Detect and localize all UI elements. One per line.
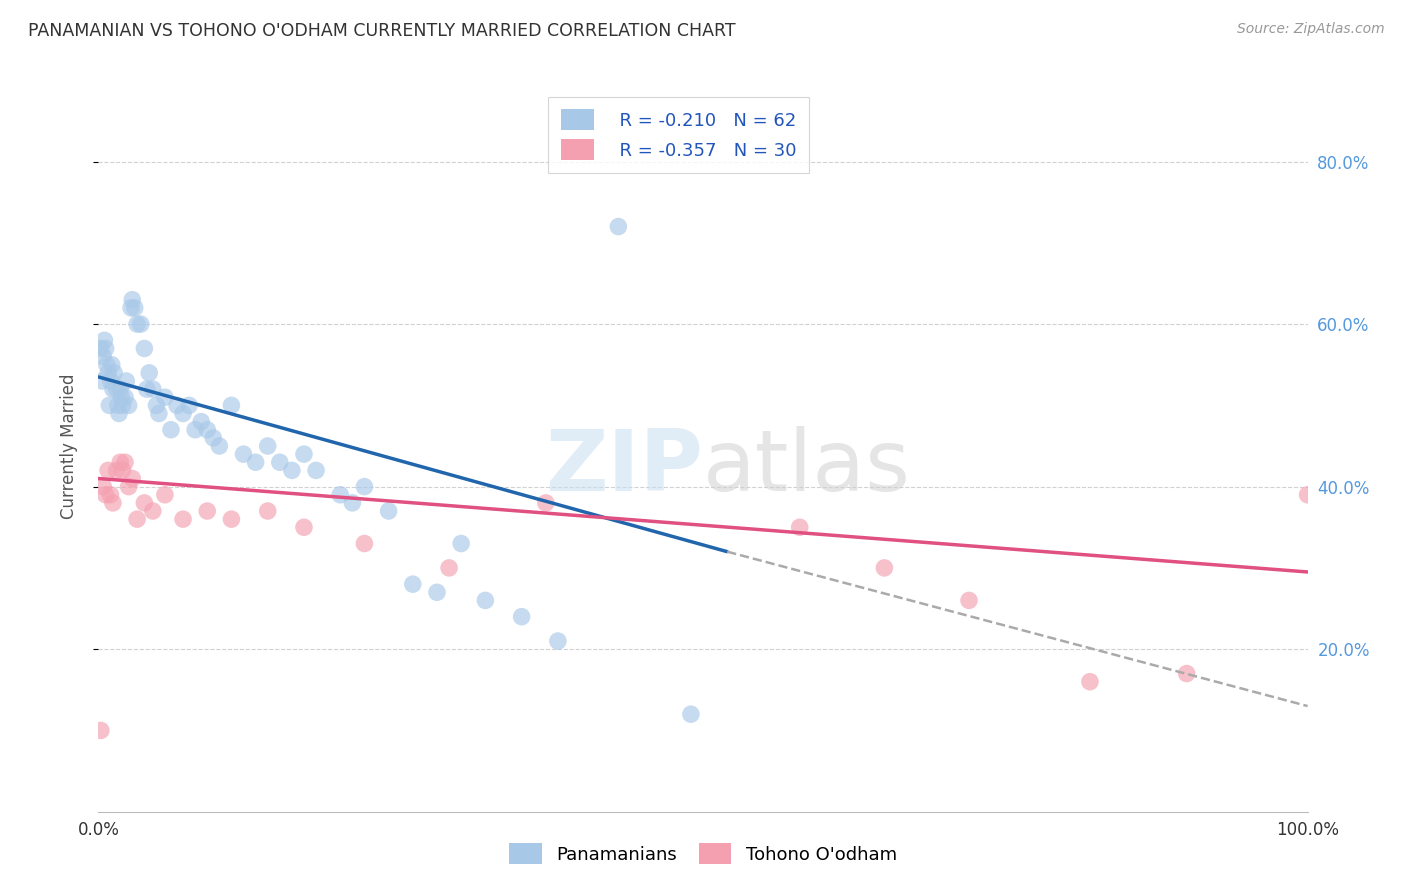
Point [281, 463, 304, 477]
Point [135, 382, 157, 396]
Point [127, 512, 149, 526]
Point [256, 504, 278, 518]
Point [679, 707, 702, 722]
Point [1078, 674, 1101, 689]
Point [111, 398, 134, 412]
Point [184, 423, 207, 437]
Point [114, 455, 136, 469]
Point [101, 496, 124, 510]
Point [127, 317, 149, 331]
Point [232, 447, 254, 461]
Point [118, 480, 141, 494]
Point [121, 293, 143, 307]
Point [190, 415, 212, 429]
Point [90, 342, 112, 356]
Point [94, 342, 117, 356]
Point [305, 463, 328, 477]
Point [148, 407, 170, 421]
Point [107, 398, 129, 412]
Point [91, 350, 114, 364]
Point [134, 496, 156, 510]
Text: Source: ZipAtlas.com: Source: ZipAtlas.com [1237, 22, 1385, 37]
Text: PANAMANIAN VS TOHONO O'ODHAM CURRENTLY MARRIED CORRELATION CHART: PANAMANIAN VS TOHONO O'ODHAM CURRENTLY M… [28, 22, 735, 40]
Point [534, 496, 557, 510]
Point [208, 439, 231, 453]
Point [138, 366, 160, 380]
Point [353, 480, 375, 494]
Point [100, 374, 122, 388]
Point [105, 382, 128, 396]
Point [957, 593, 980, 607]
Point [103, 366, 125, 380]
Point [108, 455, 131, 469]
Point [402, 577, 425, 591]
Point [97, 366, 120, 380]
Point [114, 390, 136, 404]
Point [292, 447, 315, 461]
Point [547, 634, 569, 648]
Point [153, 390, 176, 404]
Point [142, 504, 165, 518]
Point [426, 585, 449, 599]
Point [100, 358, 122, 372]
Point [142, 382, 165, 396]
Point [160, 423, 183, 437]
Point [93, 334, 115, 348]
Point [1296, 488, 1319, 502]
Point [108, 407, 131, 421]
Point [121, 471, 143, 485]
Point [98, 398, 121, 412]
Point [221, 512, 243, 526]
Point [292, 520, 315, 534]
Point [91, 374, 114, 388]
Point [221, 398, 243, 412]
Point [179, 398, 201, 412]
Point [510, 609, 533, 624]
Point [145, 398, 167, 412]
Point [153, 488, 176, 502]
Point [120, 301, 142, 315]
Point [96, 358, 118, 372]
Point [353, 536, 375, 550]
Point [118, 398, 141, 412]
Point [101, 382, 124, 396]
Point [129, 317, 152, 331]
Point [245, 455, 267, 469]
Point [873, 561, 896, 575]
Point [166, 398, 188, 412]
Point [195, 423, 218, 437]
Point [108, 382, 131, 396]
Point [329, 488, 352, 502]
Point [100, 488, 122, 502]
Point [115, 374, 138, 388]
Point [450, 536, 472, 550]
Point [90, 723, 112, 738]
Point [195, 504, 218, 518]
Point [111, 463, 134, 477]
Point [474, 593, 496, 607]
Legend:   R = -0.210   N = 62,   R = -0.357   N = 30: R = -0.210 N = 62, R = -0.357 N = 30 [548, 96, 810, 173]
Text: atlas: atlas [703, 426, 911, 509]
Point [105, 463, 128, 477]
Point [1175, 666, 1198, 681]
Point [377, 504, 399, 518]
Point [134, 342, 156, 356]
Point [124, 301, 146, 315]
Point [607, 219, 630, 234]
Point [269, 455, 291, 469]
Point [110, 390, 132, 404]
Point [437, 561, 460, 575]
Text: ZIP: ZIP [546, 426, 703, 509]
Legend: Panamanians, Tohono O'odham: Panamanians, Tohono O'odham [495, 829, 911, 879]
Y-axis label: Currently Married: Currently Married [59, 373, 77, 519]
Point [342, 496, 364, 510]
Point [172, 512, 194, 526]
Point [789, 520, 811, 534]
Point [94, 488, 117, 502]
Point [172, 407, 194, 421]
Point [91, 480, 114, 494]
Point [97, 463, 120, 477]
Point [202, 431, 225, 445]
Point [256, 439, 278, 453]
